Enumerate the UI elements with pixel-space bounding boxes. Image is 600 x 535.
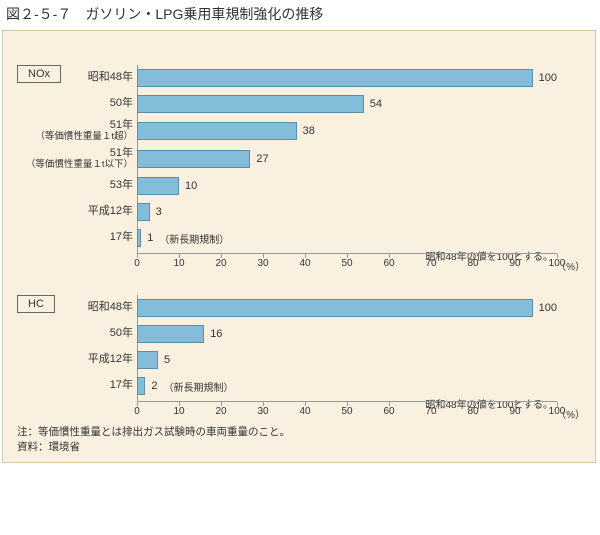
bar [137,299,533,317]
chart-panel-nox: NOx昭和48年の値を100とする。昭和48年10050年5451年（等価慣性重… [17,65,581,271]
bars-region: 昭和48年の値を100とする。昭和48年10050年16平成12年517年2（新… [137,295,557,419]
bars-region: 昭和48年の値を100とする。昭和48年10050年5451年（等価慣性重量１t… [137,65,557,271]
bar-row: 昭和48年100 [137,65,557,91]
bar-value: 27 [256,153,268,165]
tick-label: 20 [215,406,226,417]
bar [137,177,179,195]
bar-value: 100 [539,302,557,314]
bar-row: 平成12年5 [137,347,557,373]
bar-note: （新長期規制） [164,379,234,394]
bar-category-label: 平成12年 [15,354,133,366]
bar [137,69,533,87]
chart-area: NOx昭和48年の値を100とする。昭和48年10050年5451年（等価慣性重… [2,30,596,463]
bar-category-label: 昭和48年 [15,72,133,84]
bar-value: 2 [151,380,157,392]
bar-category-label: 平成12年 [15,206,133,218]
tick-label: 60 [383,406,394,417]
bar [137,122,297,140]
tick-label: 20 [215,258,226,269]
bar [137,325,204,343]
bar-category-label: 53年 [15,180,133,192]
bar-value: 5 [164,354,170,366]
footnote-line-2: 資料：環境省 [17,440,581,455]
bar-category-label: 50年 [15,328,133,340]
bar-category-label: 50年 [15,98,133,110]
tick-label: 10 [173,406,184,417]
bar-row: 17年1（新長期規制） [137,225,557,251]
bar-value: 10 [185,180,197,192]
bar-value: 54 [370,98,382,110]
bar-category-label: 17年 [15,232,133,244]
tick-label: 90 [509,258,520,269]
tick-label: 90 [509,406,520,417]
bar-category-label: 17年 [15,380,133,392]
tick-label: 0 [134,258,140,269]
tick-label: 80 [467,258,478,269]
bar-category-label: 51年（等価慣性重量１t超） [15,120,133,142]
bar [137,95,364,113]
bar-category-label: 51年（等価慣性重量１t以下） [15,148,133,170]
tick-label: 70 [425,258,436,269]
bar-row: 50年54 [137,91,557,117]
tick-label: 50 [341,258,352,269]
bar [137,377,145,395]
tick-label: 30 [257,258,268,269]
bar-row: 53年10 [137,173,557,199]
tick-label: 10 [173,258,184,269]
bar-value: 16 [210,328,222,340]
figure-title: 図２-５-７ ガソリン・LPG乗用車規制強化の推移 [0,0,600,30]
bar-row: 17年2（新長期規制） [137,373,557,399]
bar-category-label: 昭和48年 [15,302,133,314]
bar [137,351,158,369]
x-axis: 0102030405060708090100（%） [137,253,557,271]
tick-label: 40 [299,258,310,269]
bar-value: 38 [303,125,315,137]
tick-label: 40 [299,406,310,417]
tick-label: 30 [257,406,268,417]
bar [137,229,141,247]
axis-unit: （%） [556,406,585,421]
tick-label: 80 [467,406,478,417]
bar-row: 51年（等価慣性重量１t超）38 [137,117,557,145]
chart-panel-hc: HC昭和48年の値を100とする。昭和48年10050年16平成12年517年2… [17,295,581,419]
bar-note: （新長期規制） [159,231,229,246]
bar-row: 平成12年3 [137,199,557,225]
bar-row: 50年16 [137,321,557,347]
tick-label: 70 [425,406,436,417]
bar [137,150,250,168]
axis-unit: （%） [556,258,585,273]
footnote-line-1: 注：等価慣性重量とは排出ガス試験時の車両重量のこと。 [17,425,581,440]
footnote: 注：等価慣性重量とは排出ガス試験時の車両重量のこと。 資料：環境省 [17,425,581,454]
bar-value: 1 [147,232,153,244]
tick-label: 0 [134,406,140,417]
x-axis: 0102030405060708090100（%） [137,401,557,419]
tick-label: 60 [383,258,394,269]
bar-value: 100 [539,72,557,84]
bar-row: 51年（等価慣性重量１t以下）27 [137,145,557,173]
tick-label: 50 [341,406,352,417]
bar [137,203,150,221]
bar-value: 3 [156,206,162,218]
bar-row: 昭和48年100 [137,295,557,321]
